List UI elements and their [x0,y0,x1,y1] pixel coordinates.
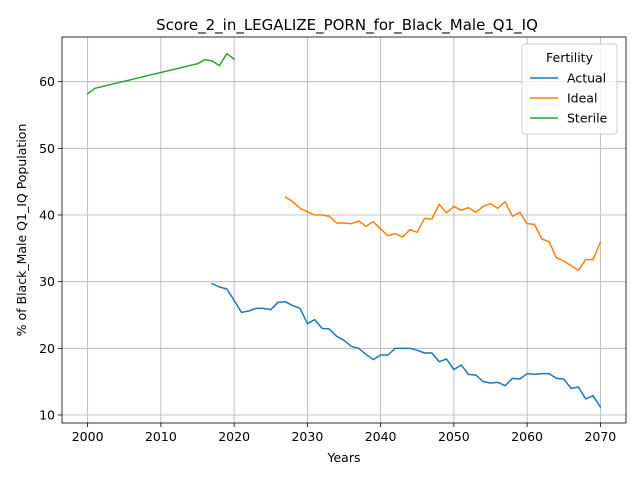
legend-label-ideal: Ideal [567,91,597,106]
y-axis-ticks: 10 20 30 40 50 60 [39,74,62,423]
x-tick-label: 2010 [145,429,177,444]
y-tick-label: 20 [39,341,55,356]
series-line-ideal [284,195,602,272]
legend-label-actual: Actual [567,71,606,86]
legend-items: Actual Ideal Sterile [530,71,608,126]
legend-box [521,43,618,135]
y-tick-label: 30 [39,274,55,289]
y-axis-label: % of Black_Male Q1_IQ Population [14,124,29,337]
y-tick-label: 50 [39,141,55,156]
x-tick-label: 2030 [291,429,323,444]
y-tick-label: 40 [39,208,55,223]
legend: Fertility Actual Ideal Sterile [521,43,618,135]
y-tick-label: 10 [39,408,55,423]
series-line-sterile [86,52,236,95]
chart-title: Score_2_in_LEGALIZE_PORN_for_Black_Male_… [156,16,538,35]
x-tick-label: 2070 [584,429,616,444]
series-layer [86,52,602,409]
x-axis-ticks: 2000 2010 2020 2030 2040 2050 2060 2070 [72,423,616,444]
x-axis-label: Years [327,450,361,465]
series-line-actual [211,282,602,409]
plot-frame [61,36,627,424]
x-tick-label: 2040 [365,429,397,444]
x-tick-label: 2000 [72,429,104,444]
x-tick-label: 2020 [218,429,250,444]
y-tick-label: 60 [39,74,55,89]
x-tick-label: 2050 [438,429,470,444]
legend-label-sterile: Sterile [567,111,608,126]
legend-title: Fertility [546,50,594,65]
x-tick-label: 2060 [511,429,543,444]
